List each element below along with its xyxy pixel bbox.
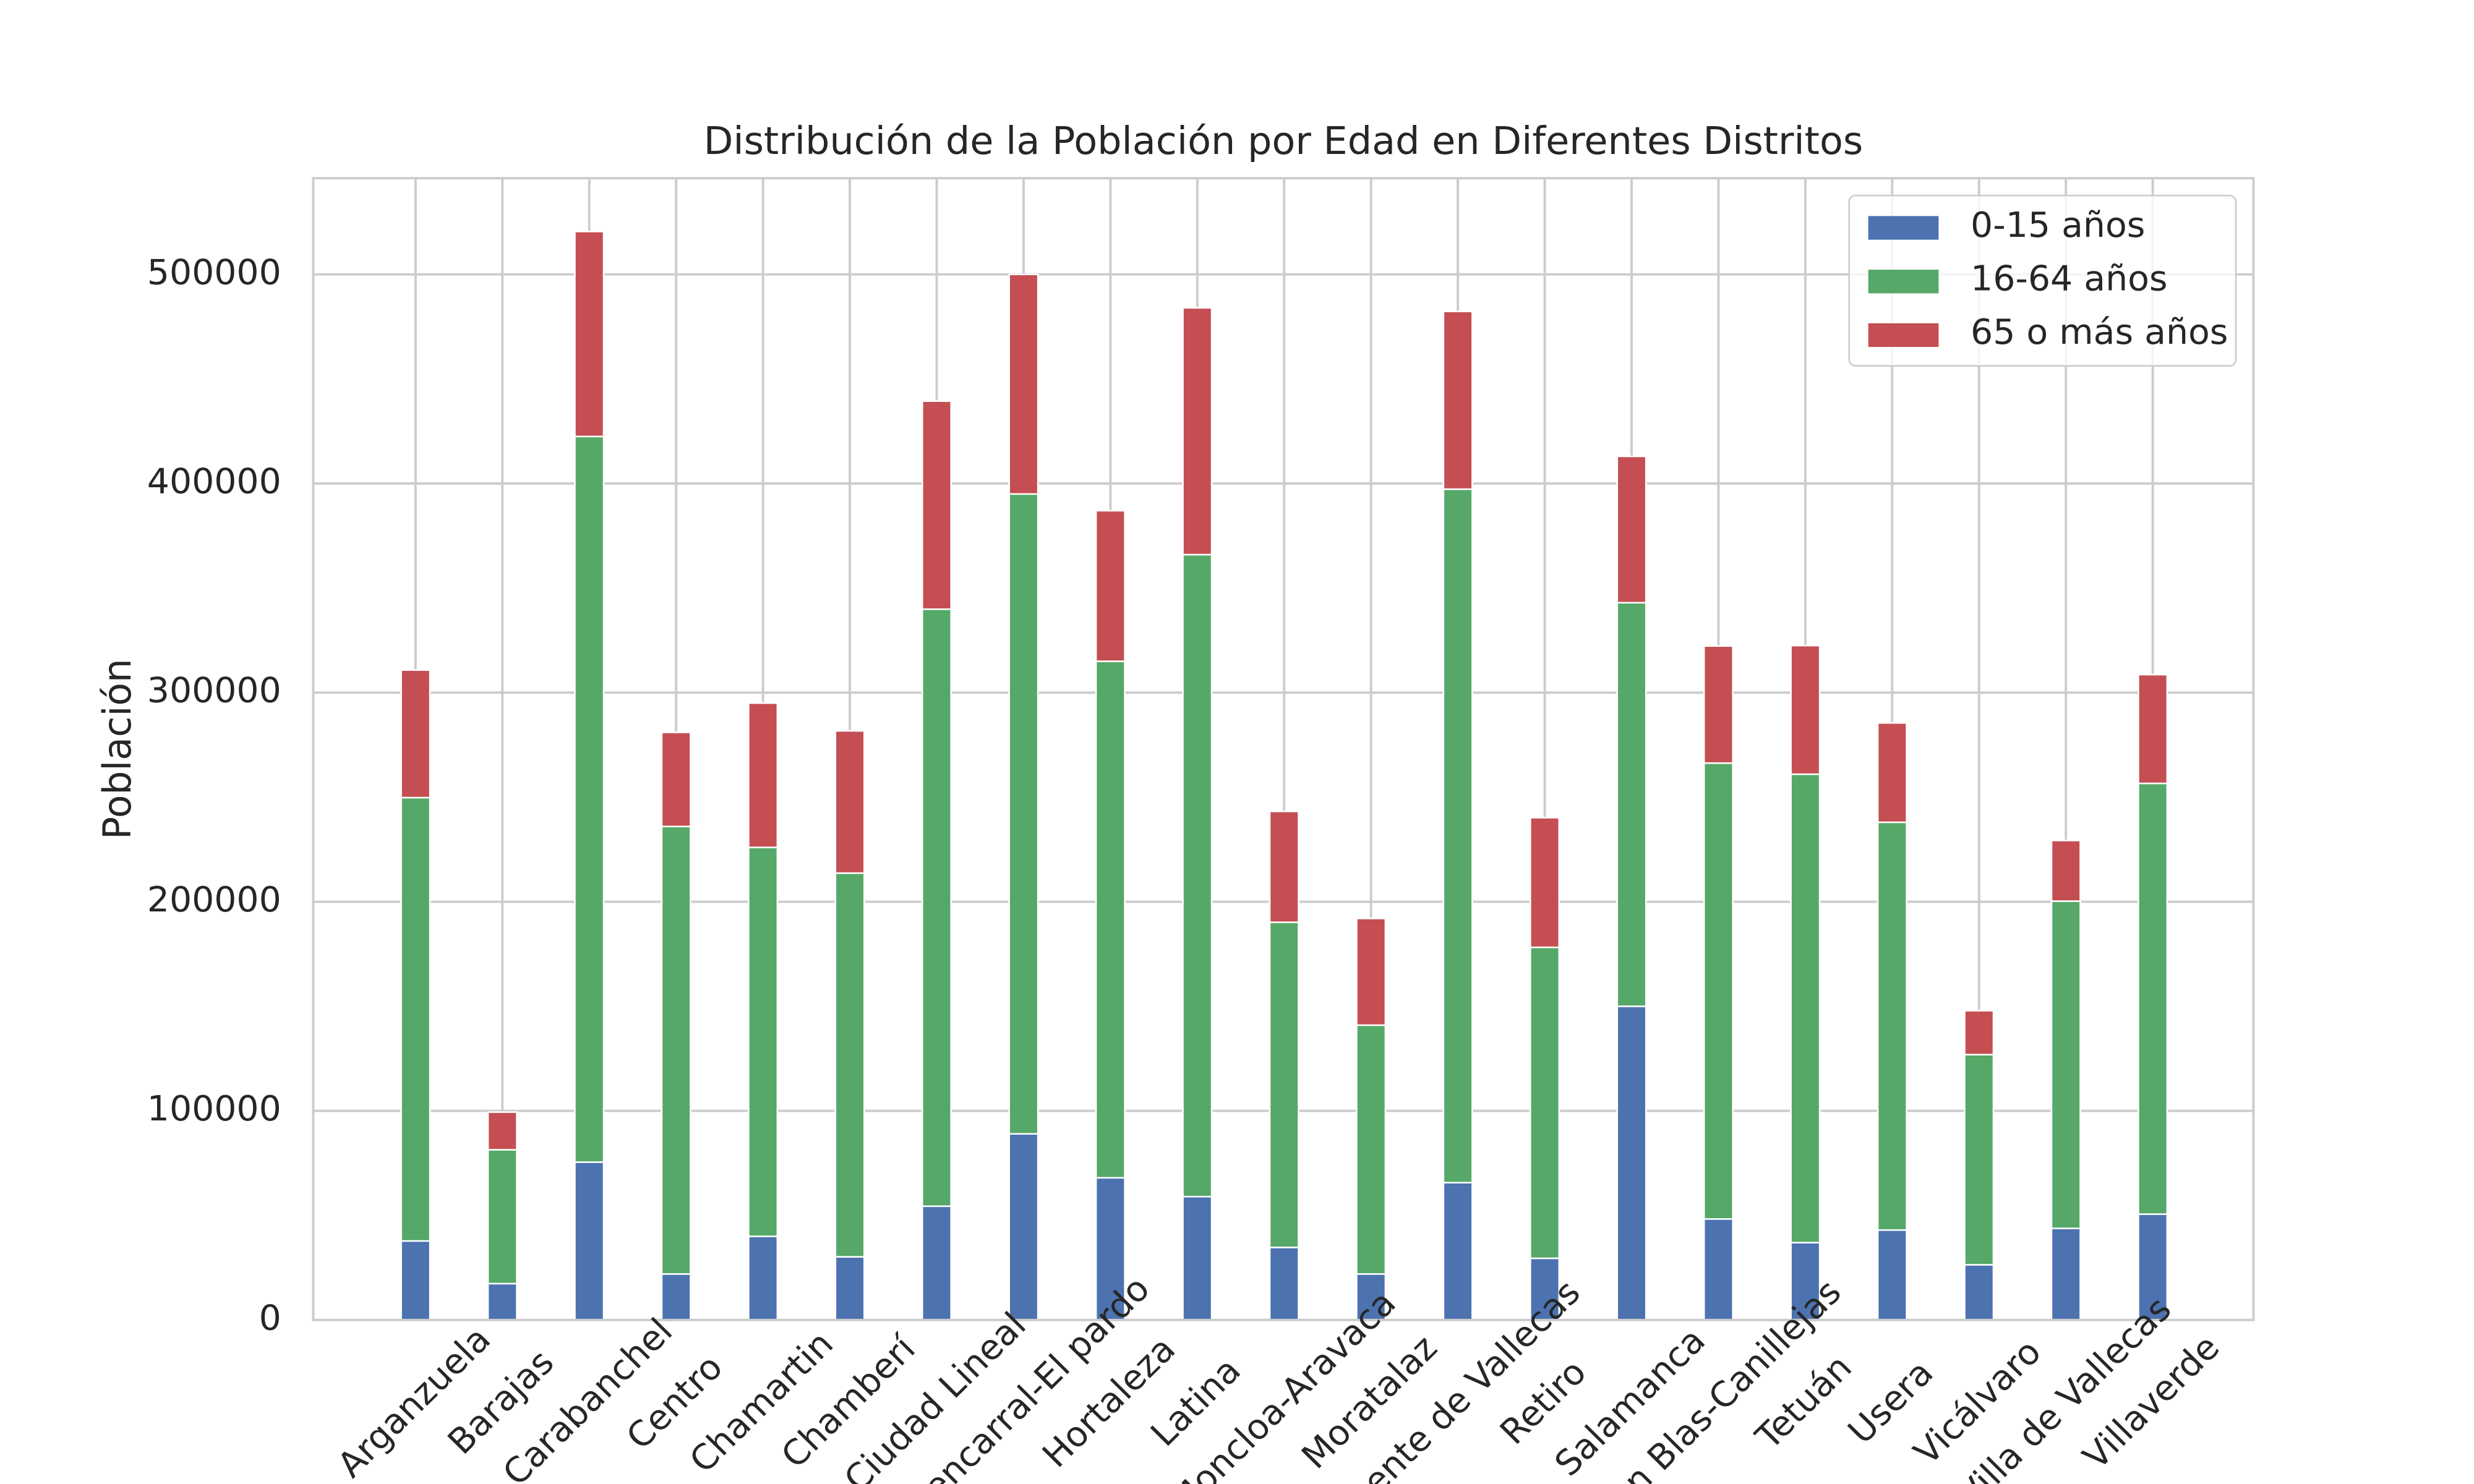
bar-segment [1269,810,1299,923]
y-tick-label: 200000 [147,880,281,920]
bar-segment [1095,660,1126,1179]
bar-segment [1616,455,1647,604]
bar-segment [487,1282,518,1321]
bar-segment [1790,644,1821,775]
legend-label: 16-64 años [1971,259,2167,299]
bar-segment [574,1161,605,1321]
bar-segment [661,731,691,827]
bar-segment [1008,273,1039,495]
bars [400,231,2168,1321]
bar-segment [2138,782,2168,1215]
bar-segment [1529,1257,1560,1321]
y-tick-label: 300000 [147,671,281,711]
y-tick-label: 100000 [147,1089,281,1129]
bar-segment [1008,493,1039,1135]
bar-segment [1442,1182,1473,1321]
bar-segment [2050,1227,2081,1321]
bar-segment [661,825,691,1275]
bar-segment [2138,1213,2168,1321]
y-tick-label: 0 [259,1298,281,1339]
legend: 0-15 años 16-64 años 65 o más años [1848,194,2237,367]
bar-segment [1964,1054,1995,1266]
bar-segment [574,435,605,1163]
legend-swatch [1868,216,1939,240]
bar-segment [400,796,431,1242]
bar-segment [487,1111,518,1151]
bar-segment [1442,488,1473,1183]
bar-segment [400,669,431,799]
bar-segment [748,702,779,848]
bar-segment [1008,1133,1039,1321]
legend-swatch [1868,270,1939,294]
bar-segment [1269,1247,1299,1321]
bar-segment [1182,553,1213,1198]
bar-segment [1356,1273,1387,1321]
legend-box [1848,194,2237,367]
bar-segment [1529,946,1560,1260]
bar-segment [1703,1218,1734,1321]
bar-segment [921,1205,952,1321]
bar-segment [1442,310,1473,490]
bar-segment [1529,817,1560,949]
bar-segment [748,1235,779,1321]
bar-segment [487,1149,518,1285]
bar-segment [921,608,952,1208]
bar-segment [834,730,865,874]
bar-segment [1703,645,1734,764]
bar-segment [1964,1010,1995,1055]
legend-label: 65 o más años [1971,313,2228,353]
bar-segment [1616,602,1647,1007]
bar-segment [1964,1264,1995,1321]
bar-segment [834,872,865,1258]
bar-segment [1616,1005,1647,1321]
bar-segment [1877,821,1907,1231]
legend-swatch [1868,323,1939,348]
bar-segment [1182,1195,1213,1321]
bar-segment [1790,773,1821,1243]
bar-segment [2050,900,2081,1229]
bar-segment [1182,307,1213,556]
bar-segment [1877,722,1907,824]
bar-segment [1269,921,1299,1248]
y-tick-label: 500000 [147,253,281,293]
legend-label: 0-15 años [1971,205,2145,245]
bar-segment [661,1273,691,1321]
plot-frame [312,177,2255,1321]
bar-segment [1356,1024,1387,1275]
y-tick-label: 400000 [147,462,281,502]
bar-segment [1356,918,1387,1026]
bar-segment [834,1256,865,1321]
chart-title: Distribución de la Población por Edad en… [704,119,1864,163]
bar-segment [921,400,952,610]
y-axis-label: Población [95,659,140,839]
bar-segment [2138,673,2168,785]
bar-segment [748,846,779,1237]
bar-segment [1703,762,1734,1220]
bar-segment [2050,839,2081,902]
bar-segment [400,1240,431,1321]
bar-segment [1877,1229,1907,1321]
bar-segment [1095,510,1126,662]
bar-segment [574,231,605,438]
